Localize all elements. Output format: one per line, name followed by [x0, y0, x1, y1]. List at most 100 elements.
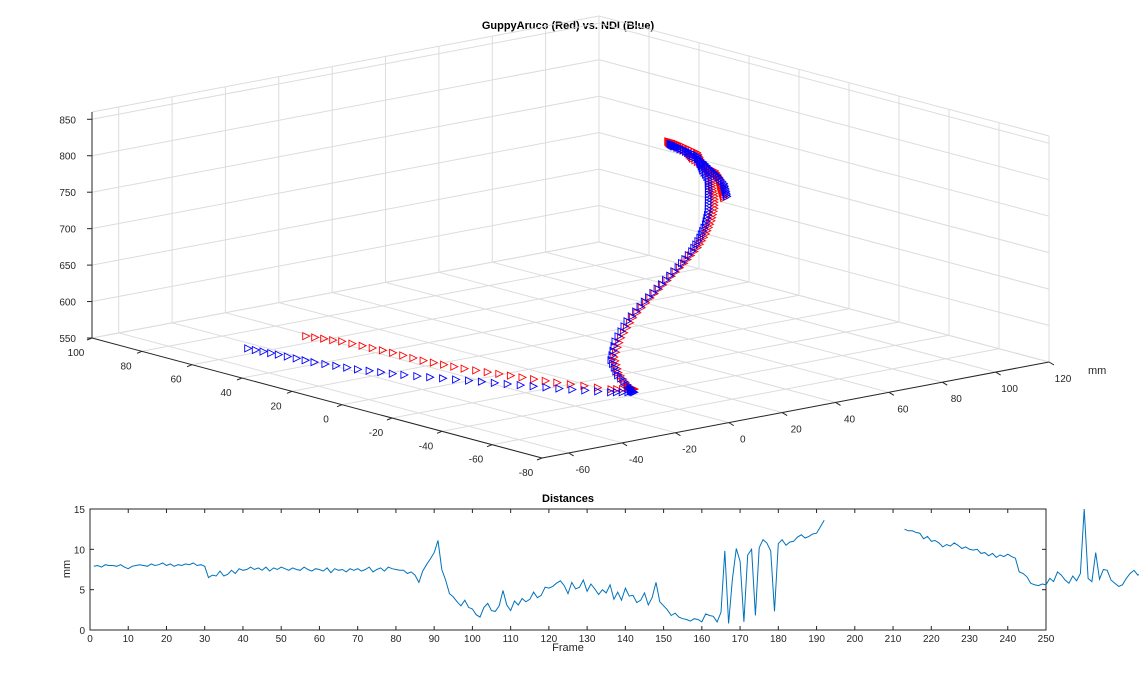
- box-edge: [598, 15, 1050, 137]
- data-point: [581, 386, 590, 395]
- data-point: [701, 229, 711, 239]
- data-point: [699, 233, 709, 242]
- data-point: [251, 345, 261, 355]
- data-point: [530, 374, 539, 384]
- data-point: [718, 177, 727, 186]
- floor-grid-line: [225, 312, 676, 434]
- data-point: [690, 243, 699, 253]
- distances-plot-title: Distances: [542, 493, 594, 505]
- data-point: [611, 337, 621, 346]
- y-tick-mark: [186, 364, 193, 368]
- x-tick-mark: [728, 422, 735, 427]
- data-point: [709, 167, 719, 177]
- x-tick-label: 160: [693, 634, 710, 645]
- data-point: [666, 271, 675, 280]
- data-point: [694, 236, 703, 246]
- data-point: [608, 351, 618, 360]
- y-tick-label: -80: [519, 468, 534, 479]
- data-point: [378, 346, 388, 355]
- data-point: [377, 367, 386, 377]
- z-tick-label: 600: [59, 298, 76, 309]
- floor-grid-line: [171, 322, 623, 444]
- x-tick-mark: [835, 401, 841, 406]
- x-tick-mark: [995, 371, 1001, 376]
- data-point: [580, 381, 589, 391]
- x-tick-label: 0: [87, 634, 93, 645]
- data-point: [553, 378, 562, 387]
- y-tick-label: 80: [120, 361, 132, 372]
- data-point: [610, 341, 620, 351]
- data-point: [719, 179, 729, 188]
- x-tick-label: 90: [429, 634, 441, 645]
- trajectory-axes: [86, 112, 1055, 461]
- z-tick-label: 850: [59, 115, 76, 126]
- data-point: [495, 369, 504, 379]
- floor-grid-line: [385, 281, 836, 403]
- y-tick-label: -60: [469, 455, 484, 466]
- data-point: [607, 388, 616, 397]
- data-point: [400, 370, 409, 380]
- y-tick-label: 20: [270, 401, 282, 412]
- x-tick-mark: [568, 452, 574, 457]
- distances-y-label: mm: [61, 560, 73, 578]
- floor-grid-line: [341, 308, 850, 406]
- data-point: [274, 350, 284, 359]
- back-wall-grid-line: [598, 22, 1050, 144]
- data-point: [332, 361, 341, 371]
- data-point: [343, 363, 352, 372]
- x-tick-label: 220: [923, 634, 940, 645]
- data-point: [649, 288, 658, 298]
- z-tick-label: 550: [59, 334, 76, 345]
- back-wall-grid-line: [598, 132, 1050, 254]
- x-tick-label: 120: [1055, 374, 1072, 385]
- data-point: [413, 371, 422, 381]
- z-tick-label: 800: [59, 152, 76, 163]
- data-point: [516, 380, 526, 390]
- x-tick-label: 60: [314, 634, 326, 645]
- data-point: [716, 175, 725, 184]
- x-tick-label: 200: [846, 634, 863, 645]
- data-point: [609, 346, 619, 356]
- data-point: [711, 169, 720, 179]
- x-tick-label: 100: [1001, 384, 1018, 395]
- data-point: [632, 307, 641, 316]
- y-tick-mark: [486, 444, 493, 448]
- z-tick-label: 650: [59, 261, 76, 272]
- x-tick-label: 20: [791, 425, 803, 436]
- distance-series-line: [93, 508, 1139, 624]
- x-tick-label: 50: [276, 634, 288, 645]
- data-point: [472, 366, 481, 375]
- distances-x-label: Frame: [552, 642, 584, 654]
- trajectory-x-unit-label: mm: [1088, 365, 1106, 377]
- data-point: [693, 152, 703, 162]
- data-point: [450, 362, 459, 371]
- distances-plot: Distances 0 10 20 30 40 50 60 70 80 90 100 110 120 13…: [61, 493, 1139, 654]
- data-point: [292, 354, 302, 363]
- data-point: [506, 371, 516, 380]
- x-tick-label: 180: [770, 634, 787, 645]
- data-point: [637, 303, 647, 313]
- floor-grid-line: [241, 281, 750, 379]
- y-tick-label: -40: [419, 441, 434, 452]
- x-tick-label: 40: [844, 414, 856, 425]
- data-point: [636, 302, 646, 311]
- y-tick-mark: [286, 390, 293, 394]
- back-wall-grid-line: [598, 59, 1050, 181]
- back-wall-grid-line: [598, 241, 1050, 363]
- x-tick-label: 30: [199, 634, 211, 645]
- data-point: [699, 166, 708, 175]
- x-tick-label: 130: [579, 634, 596, 645]
- data-point: [518, 373, 528, 382]
- data-point: [612, 367, 621, 376]
- floor-grid-line: [191, 268, 700, 366]
- data-point: [429, 358, 439, 367]
- y-tick-label: 0: [323, 415, 329, 426]
- left-wall-grid-line: [91, 168, 600, 266]
- data-point: [662, 275, 671, 285]
- x-tick-mark: [675, 432, 681, 437]
- y-tick-mark: [236, 377, 243, 381]
- box-edge: [91, 15, 600, 113]
- left-wall-grid-line: [91, 241, 600, 339]
